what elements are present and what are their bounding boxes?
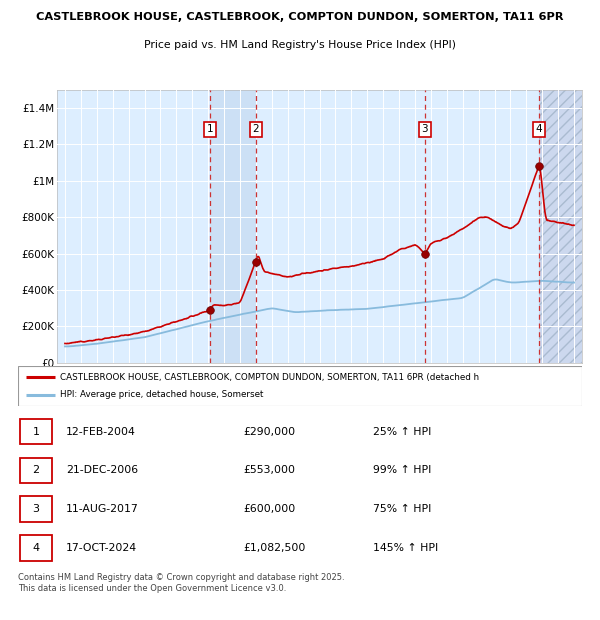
FancyBboxPatch shape bbox=[18, 366, 582, 406]
Text: 3: 3 bbox=[422, 125, 428, 135]
Text: 11-AUG-2017: 11-AUG-2017 bbox=[66, 504, 139, 514]
Text: Price paid vs. HM Land Registry's House Price Index (HPI): Price paid vs. HM Land Registry's House … bbox=[144, 40, 456, 50]
Text: CASTLEBROOK HOUSE, CASTLEBROOK, COMPTON DUNDON, SOMERTON, TA11 6PR: CASTLEBROOK HOUSE, CASTLEBROOK, COMPTON … bbox=[36, 12, 564, 22]
Text: 1: 1 bbox=[206, 125, 213, 135]
Text: 99% ↑ HPI: 99% ↑ HPI bbox=[373, 466, 431, 476]
FancyBboxPatch shape bbox=[20, 497, 52, 522]
Text: HPI: Average price, detached house, Somerset: HPI: Average price, detached house, Some… bbox=[60, 391, 263, 399]
FancyBboxPatch shape bbox=[20, 535, 52, 560]
Text: 4: 4 bbox=[32, 543, 40, 553]
Text: Contains HM Land Registry data © Crown copyright and database right 2025.
This d: Contains HM Land Registry data © Crown c… bbox=[18, 574, 344, 593]
Bar bbox=[539, 90, 582, 363]
Text: 75% ↑ HPI: 75% ↑ HPI bbox=[373, 504, 431, 514]
Text: 3: 3 bbox=[32, 504, 40, 514]
Text: £1,082,500: £1,082,500 bbox=[244, 543, 306, 553]
Text: 4: 4 bbox=[536, 125, 542, 135]
Text: 25% ↑ HPI: 25% ↑ HPI bbox=[373, 427, 431, 436]
Text: 21-DEC-2006: 21-DEC-2006 bbox=[66, 466, 138, 476]
Text: £553,000: £553,000 bbox=[244, 466, 296, 476]
Text: £290,000: £290,000 bbox=[244, 427, 296, 436]
Text: 145% ↑ HPI: 145% ↑ HPI bbox=[373, 543, 439, 553]
FancyBboxPatch shape bbox=[20, 458, 52, 483]
Text: 2: 2 bbox=[253, 125, 259, 135]
Bar bbox=[210, 90, 256, 363]
Text: 17-OCT-2024: 17-OCT-2024 bbox=[66, 543, 137, 553]
Text: 1: 1 bbox=[32, 427, 40, 436]
Text: £600,000: £600,000 bbox=[244, 504, 296, 514]
Text: 2: 2 bbox=[32, 466, 40, 476]
FancyBboxPatch shape bbox=[20, 419, 52, 445]
Text: CASTLEBROOK HOUSE, CASTLEBROOK, COMPTON DUNDON, SOMERTON, TA11 6PR (detached h: CASTLEBROOK HOUSE, CASTLEBROOK, COMPTON … bbox=[60, 373, 479, 381]
Text: 12-FEB-2004: 12-FEB-2004 bbox=[66, 427, 136, 436]
